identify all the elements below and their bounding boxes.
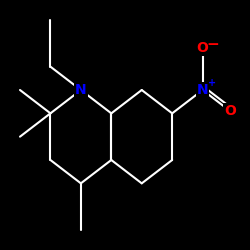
Text: N: N [75, 83, 87, 97]
Text: N: N [197, 83, 208, 97]
Text: O: O [197, 41, 208, 55]
Text: O: O [224, 104, 236, 118]
Text: −: − [206, 37, 219, 52]
Text: +: + [208, 78, 216, 88]
